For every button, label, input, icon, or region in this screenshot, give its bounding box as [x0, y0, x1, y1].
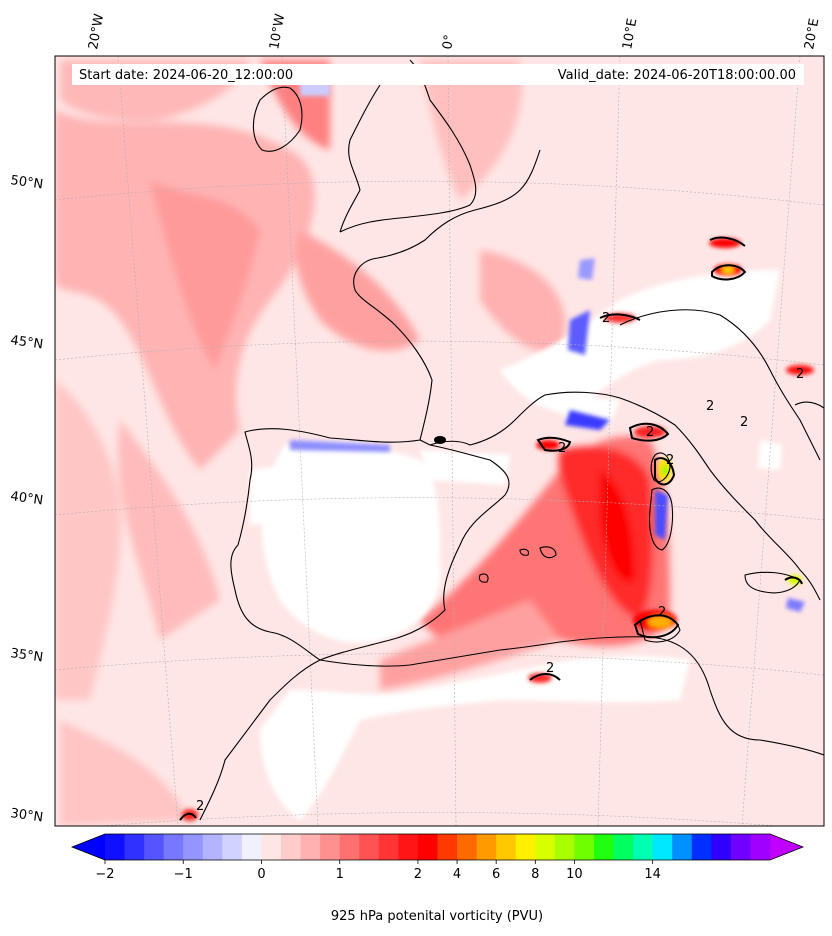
colorbar-cell: [515, 834, 536, 860]
svg-text:2: 2: [658, 605, 666, 620]
colorbar-cell: [222, 834, 243, 860]
colorbar-tick-label: −1: [174, 867, 193, 882]
colorbar-ticks: −2 −1 0 1 2 4 6 8 10 14: [95, 860, 661, 882]
colorbar-label: 925 hPa potenital vorticity (PVU): [331, 909, 543, 924]
colorbar-cell: [359, 834, 380, 860]
colorbar-cell: [652, 834, 673, 860]
pv-field: 2 2 2 2 2 2 2 2 2 2: [55, 56, 824, 826]
coastlines: [199, 59, 824, 821]
colorbar-cell: [105, 834, 125, 860]
colorbar-tick-label: 6: [492, 867, 500, 882]
lon-label-20e: 20°E: [802, 17, 822, 50]
svg-text:2: 2: [796, 367, 804, 382]
colorbar-tick-label: −2: [95, 867, 114, 882]
colorbar-cell: [691, 834, 712, 860]
colorbar-cell: [378, 834, 399, 860]
colorbar-cell: [281, 834, 301, 860]
svg-text:2: 2: [546, 661, 554, 676]
colorbar-extend-min: [72, 834, 105, 860]
colorbar-cell: [711, 834, 732, 860]
lon-label-20w: 20°W: [86, 13, 107, 51]
colorbar-cell: [613, 834, 634, 860]
colorbar-cell: [554, 834, 575, 860]
longitude-labels: 20°W 10°W 0° 10°E 20°E: [86, 13, 822, 51]
svg-text:2: 2: [558, 441, 566, 456]
colorbar-tick-label: 14: [644, 867, 661, 882]
svg-text:2: 2: [740, 415, 748, 430]
header-bar: Start date: 2024-06-20_12:00:00 Valid_da…: [72, 64, 804, 85]
colorbar-cell: [633, 834, 654, 860]
lat-label-40n: 40°N: [9, 489, 44, 508]
lon-label-0: 0°: [440, 34, 457, 51]
colorbar-tick-label: 1: [336, 867, 344, 882]
pv-contour-labels: 2 2 2 2 2 2 2 2 2 2: [196, 311, 804, 814]
latitude-labels: 50°N 45°N 40°N 35°N 30°N: [9, 173, 44, 825]
colorbar-cell: [202, 834, 223, 860]
colorbar-cell: [672, 834, 693, 860]
svg-text:2: 2: [196, 799, 204, 814]
graticule: [55, 56, 824, 826]
colorbar-cell: [183, 834, 204, 860]
lon-label-10e: 10°E: [620, 17, 640, 50]
colorbar-cell: [496, 834, 517, 860]
colorbar-cell: [241, 834, 262, 860]
colorbar-cell: [574, 834, 595, 860]
colorbar-cell: [535, 834, 556, 860]
colorbar-cell: [339, 834, 360, 860]
pv-2-contours: [179, 236, 803, 821]
colorbar-cell: [300, 834, 321, 860]
colorbar-tick-label: 2: [414, 867, 422, 882]
colorbar-cell: [124, 834, 145, 860]
colorbar-tick-label: 0: [257, 867, 265, 882]
colorbar-tick-label: 8: [531, 867, 539, 882]
map-frame: [54, 55, 825, 827]
colorbar-cell: [730, 834, 751, 860]
colorbar: −2 −1 0 1 2 4 6 8 10 14 925 hPa potenital vortici…: [70, 833, 805, 924]
colorbar-cells: [105, 834, 771, 860]
svg-text:2: 2: [706, 399, 714, 414]
lat-label-30n: 30°N: [9, 806, 44, 825]
colorbar-cell: [593, 834, 614, 860]
colorbar-tick-label: 4: [453, 867, 461, 882]
start-date-label: Start date: 2024-06-20_12:00:00: [79, 68, 293, 83]
colorbar-cell: [417, 834, 438, 860]
lat-label-45n: 45°N: [9, 333, 44, 352]
colorbar-cell: [476, 834, 497, 860]
colorbar-cell: [398, 834, 419, 860]
svg-text:2: 2: [666, 453, 674, 468]
lon-label-10w: 10°W: [267, 13, 288, 51]
colorbar-cell: [144, 834, 165, 860]
colorbar-cell: [320, 834, 341, 860]
colorbar-cell: [163, 834, 184, 860]
colorbar-tick-label: 10: [566, 867, 583, 882]
colorbar-cell: [437, 834, 458, 860]
valid-date-label: Valid_date: 2024-06-20T18:00:00.00: [558, 68, 796, 83]
colorbar-cell: [457, 834, 478, 860]
colorbar-cell: [261, 834, 282, 860]
svg-text:2: 2: [602, 311, 610, 326]
svg-text:2: 2: [646, 425, 654, 440]
lat-label-35n: 35°N: [9, 646, 44, 665]
lat-label-50n: 50°N: [9, 173, 44, 192]
colorbar-extend-max: [770, 834, 803, 860]
colorbar-cell: [750, 834, 771, 860]
